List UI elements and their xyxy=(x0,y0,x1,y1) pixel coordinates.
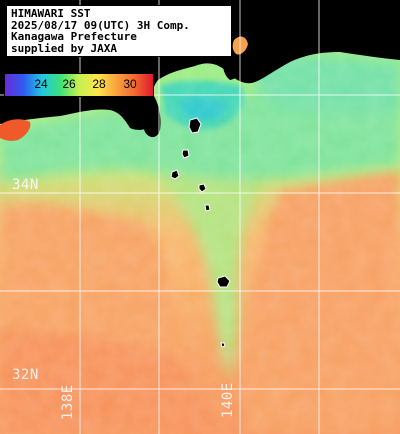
island-toshima xyxy=(181,149,190,159)
lon-label-140e: 140E xyxy=(220,382,236,418)
lat-label-32n: 32N xyxy=(12,367,39,383)
region-line: Kanagawa Prefecture xyxy=(11,30,137,43)
colorbar-tick-24: 24 xyxy=(34,77,48,91)
island-aogashima xyxy=(220,342,226,348)
island-oshima xyxy=(188,117,202,134)
colorbar: 24 26 28 30 xyxy=(4,73,154,97)
date-line: 2025/08/17 09(UTC) 3H Comp. xyxy=(11,18,190,32)
island-hachijo xyxy=(216,275,231,288)
izu-islands xyxy=(170,117,231,348)
colorbar-tick-28: 28 xyxy=(92,77,106,91)
island-kozu xyxy=(198,183,207,193)
colorbar-tick-26: 26 xyxy=(62,77,76,91)
lon-label-138e: 138E xyxy=(60,384,76,420)
colorbar-tick-30: 30 xyxy=(123,77,137,91)
warm-patch-west xyxy=(0,119,31,141)
title-line: HIMAWARI SST xyxy=(11,7,91,20)
island-niijima xyxy=(170,169,180,180)
colorbar-gradient xyxy=(5,74,153,96)
lat-label-34n: 34N xyxy=(12,177,39,193)
island-miyake xyxy=(204,204,211,212)
source-line: supplied by JAXA xyxy=(11,41,117,55)
info-box: HIMAWARI SST 2025/08/17 09(UTC) 3H Comp.… xyxy=(6,5,232,57)
land-peninsula xyxy=(142,90,161,138)
